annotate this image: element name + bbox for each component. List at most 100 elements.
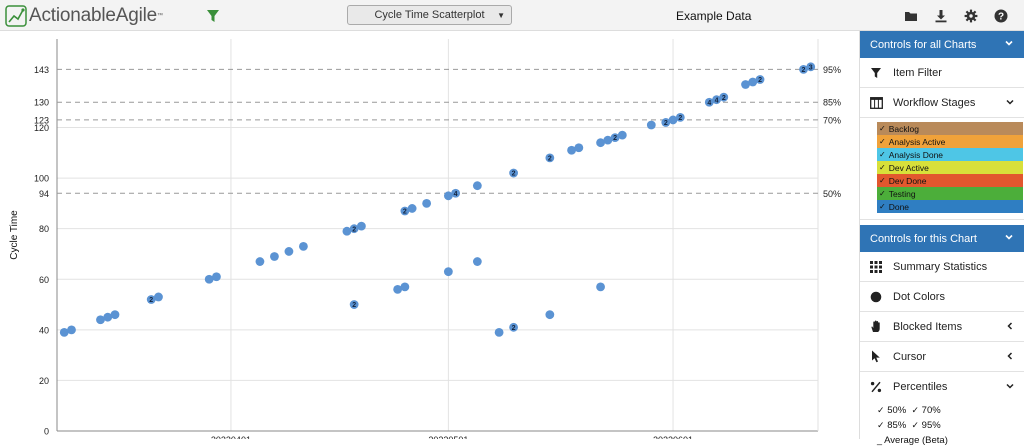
cursor-row[interactable]: Cursor [860, 342, 1024, 372]
data-point[interactable] [357, 221, 366, 231]
all-charts-controls-header[interactable]: Controls for all Charts [860, 31, 1024, 58]
data-point[interactable] [799, 64, 808, 74]
download-icon[interactable] [934, 9, 948, 23]
stage-label: Dev Active [888, 162, 929, 173]
help-icon[interactable]: ? [994, 9, 1008, 23]
data-point[interactable] [472, 257, 482, 266]
summary-statistics-row[interactable]: Summary Statistics [860, 252, 1024, 282]
percentile-label: 50% [823, 189, 841, 199]
data-point[interactable] [393, 284, 403, 294]
data-point[interactable] [103, 312, 113, 322]
percentile-value-label: 94 [39, 189, 49, 199]
stage-checkbox-analysis-done[interactable]: ✓ Analysis Done [877, 148, 1023, 161]
y-tick-label: 0 [44, 427, 49, 437]
data-point[interactable] [596, 282, 605, 292]
data-point[interactable] [204, 274, 214, 284]
data-point[interactable] [567, 145, 576, 155]
data-point[interactable] [154, 292, 163, 302]
checkmark-icon: ✓ [879, 163, 886, 172]
data-point[interactable] [146, 295, 156, 304]
stage-checkbox-dev-done[interactable]: ✓ Dev Done [877, 174, 1023, 187]
data-point[interactable] [255, 257, 265, 266]
data-point[interactable] [545, 153, 555, 163]
percentile-95-checkbox[interactable]: ✓ 95% [911, 420, 940, 431]
data-point[interactable] [443, 267, 453, 277]
data-point[interactable] [712, 95, 721, 105]
data-point[interactable] [299, 241, 308, 251]
data-point[interactable] [610, 133, 620, 143]
percentile-70-checkbox[interactable]: ✓ 70% [911, 405, 940, 416]
stage-label: Analysis Done [888, 149, 944, 160]
data-point[interactable] [806, 62, 816, 72]
gear-icon[interactable] [964, 9, 978, 23]
this-chart-controls-header[interactable]: Controls for this Chart [860, 225, 1024, 252]
data-point[interactable] [96, 315, 105, 325]
data-point[interactable] [67, 325, 76, 335]
data-point[interactable] [270, 252, 279, 261]
chart-type-select[interactable]: Cycle Time Scatterplot ▼ [347, 5, 512, 25]
data-point-count-label: 2 [613, 135, 617, 142]
data-point[interactable] [110, 310, 120, 320]
data-point[interactable] [400, 206, 410, 216]
data-point[interactable] [443, 191, 453, 201]
average-checkbox[interactable]: _ Average (Beta) [877, 435, 948, 446]
data-point[interactable] [451, 188, 461, 198]
stage-checkbox-analysis-active[interactable]: ✓ Analysis Active [877, 135, 1023, 148]
circle-icon [869, 290, 883, 304]
scatterplot-chart[interactable]: 0 20 40 60 80 100 120 94 50% 123 70% 130 85% 143 95% 20… [0, 31, 858, 439]
data-point-count-label: 2 [403, 209, 407, 216]
data-point[interactable] [646, 120, 656, 130]
percentile-50-checkbox[interactable]: ✓ 50% [877, 405, 906, 416]
data-point[interactable] [755, 75, 765, 84]
stage-checkbox-done[interactable]: ✓ Done [877, 200, 1023, 213]
brand-logo[interactable]: ActionableAgile ™ [5, 4, 163, 28]
stage-checkbox-dev-active[interactable]: ✓ Dev Active [877, 161, 1023, 174]
data-point[interactable] [472, 181, 482, 191]
brand-name: ActionableAgile [29, 5, 157, 26]
filter-icon[interactable] [206, 9, 220, 23]
data-point[interactable] [704, 97, 714, 107]
data-point[interactable] [349, 300, 359, 309]
data-point[interactable] [407, 204, 417, 213]
data-point[interactable] [668, 115, 678, 125]
data-point[interactable] [349, 224, 359, 234]
checkmark-icon: ✓ [911, 405, 920, 415]
data-point[interactable] [509, 322, 518, 332]
top-bar: ActionableAgile ™ Cycle Time Scatterplot… [0, 0, 1024, 31]
folder-icon[interactable] [904, 9, 918, 23]
percentile-value-label: 123 [34, 115, 49, 125]
data-point[interactable] [59, 327, 69, 337]
data-point[interactable] [719, 92, 729, 102]
funnel-icon [869, 66, 883, 80]
data-point[interactable] [422, 198, 432, 208]
data-point[interactable] [748, 77, 758, 87]
data-point[interactable] [661, 118, 671, 127]
data-point[interactable] [509, 168, 518, 178]
dot-colors-row[interactable]: Dot Colors [860, 282, 1024, 312]
data-point[interactable] [574, 143, 584, 153]
data-point[interactable] [596, 138, 605, 148]
data-point[interactable] [284, 247, 294, 256]
chevron-left-icon [1007, 322, 1013, 330]
data-point-count-label: 2 [149, 297, 153, 304]
data-point[interactable] [617, 130, 627, 140]
data-point-count-label: 2 [664, 120, 668, 127]
blocked-items-row[interactable]: Blocked Items [860, 312, 1024, 342]
stage-checkbox-backlog[interactable]: ✓ Backlog [877, 122, 1023, 135]
workflow-stages-row[interactable]: Workflow Stages [860, 88, 1024, 118]
data-point[interactable] [675, 113, 685, 122]
stage-label: Testing [888, 188, 916, 199]
data-point[interactable] [400, 282, 410, 292]
data-point[interactable] [342, 226, 352, 236]
data-point[interactable] [212, 272, 221, 282]
checkmark-icon: ✓ [879, 176, 886, 185]
chevron-down-icon: ▼ [497, 11, 505, 20]
data-point[interactable] [603, 135, 613, 145]
item-filter-row[interactable]: Item Filter [860, 58, 1024, 88]
data-point[interactable] [494, 327, 504, 337]
percentiles-row[interactable]: Percentiles [860, 372, 1024, 401]
stage-checkbox-testing[interactable]: ✓ Testing [877, 187, 1023, 200]
data-point[interactable] [545, 310, 555, 320]
data-point[interactable] [741, 80, 750, 89]
percentile-85-checkbox[interactable]: ✓ 85% [877, 420, 906, 431]
